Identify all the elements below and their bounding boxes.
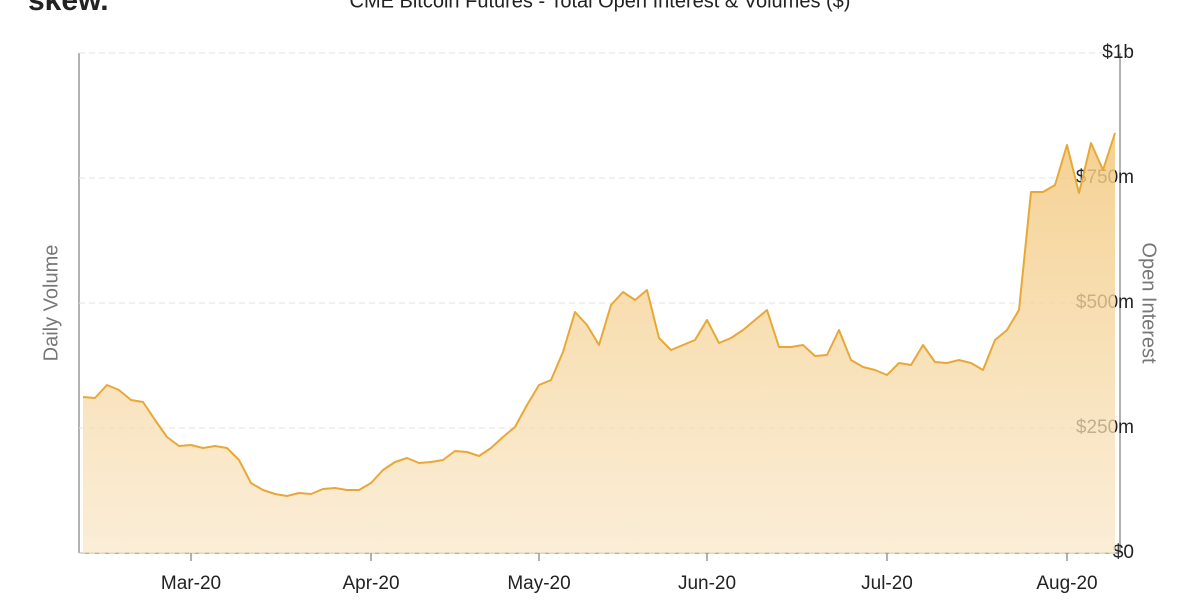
x-tick-label: Mar-20 xyxy=(161,573,221,594)
x-tick-label: Jul-20 xyxy=(861,573,913,594)
x-tick-label: Aug-20 xyxy=(1036,573,1097,594)
logo: skew. xyxy=(28,0,109,17)
line xyxy=(82,132,1116,497)
y-axis-title-right: Open Interest xyxy=(1138,242,1160,364)
y-tick-label: $0 xyxy=(1113,542,1134,563)
area xyxy=(83,133,1115,553)
y-tick-label: $1b xyxy=(1102,42,1134,63)
chart-title: CME Bitcoin Futures - Total Open Interes… xyxy=(350,0,851,12)
x-tick-label: Apr-20 xyxy=(342,573,399,594)
x-tick-label: Jun-20 xyxy=(678,573,736,594)
y-axis-title-left: Daily Volume xyxy=(40,245,62,362)
x-tick-label: May-20 xyxy=(507,573,570,594)
